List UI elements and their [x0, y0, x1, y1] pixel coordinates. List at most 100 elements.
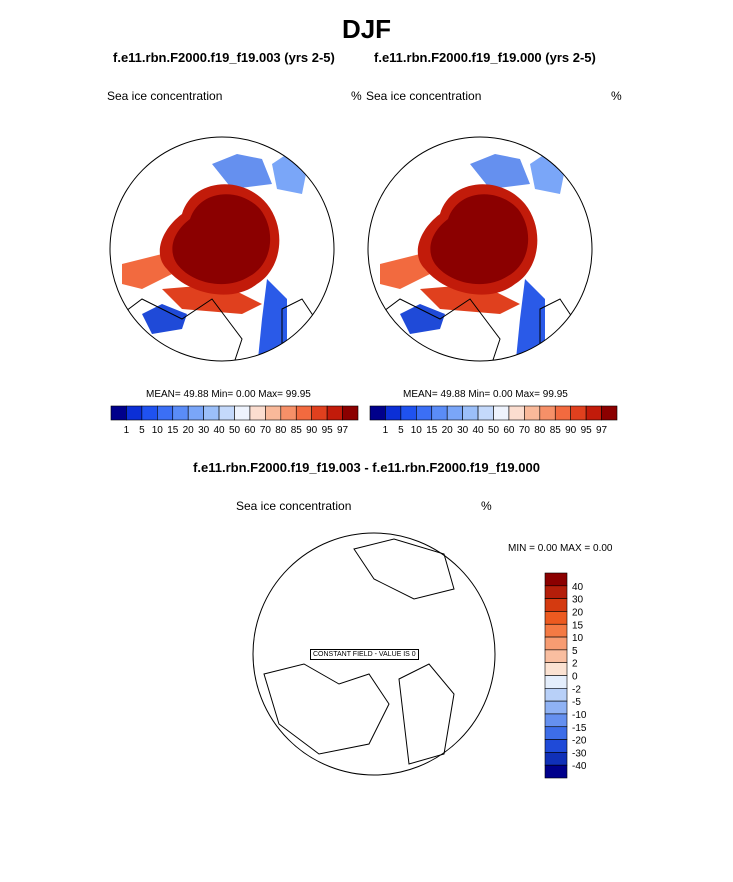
ice-region [122, 254, 172, 289]
colorbar-box [295, 405, 312, 421]
colorbar-tick-label: 30 [457, 425, 469, 436]
colorbar-box [369, 405, 386, 421]
colorbar-box [508, 405, 525, 421]
colorbar-tick-label: 80 [275, 425, 287, 436]
pack-ice-core [430, 194, 529, 285]
colorbar-box [544, 688, 568, 702]
colorbar-tick-label: 50 [229, 425, 241, 436]
land-outline [263, 663, 390, 755]
colorbar-tick-label: -2 [572, 684, 581, 695]
left-colorbar: 1 5 10 15 20 30 40 50 60 70 80 85 90 95 97 [110, 405, 359, 436]
colorbar-box [544, 649, 568, 663]
colorbar-tick-label: 85 [550, 425, 562, 436]
colorbar-box [544, 636, 568, 651]
colorbar-box [544, 585, 568, 599]
colorbar-box [544, 598, 568, 612]
colorbar-tick-label: 85 [291, 425, 303, 436]
colorbar-tick-label: 10 [572, 633, 584, 644]
colorbar-tick-label: 15 [572, 620, 584, 631]
colorbar-tick-label: 80 [534, 425, 546, 436]
right-sea-ice-map [367, 136, 593, 362]
sea-ice-field [110, 154, 323, 361]
colorbar-box [234, 405, 251, 421]
colorbar-box [493, 405, 510, 421]
difference-panel-units-label: % [481, 499, 492, 513]
colorbar-box [477, 405, 494, 421]
colorbar-tick-label: -20 [572, 736, 587, 747]
colorbar-tick-label: 1 [124, 425, 130, 436]
colorbar-box [416, 405, 433, 421]
marginal-ice-band [470, 154, 530, 189]
marginal-ice-band [212, 154, 272, 189]
colorbar-tick-label: 20 [442, 425, 454, 436]
colorbar-box [544, 623, 568, 638]
left-panel-units-label: % [351, 89, 362, 103]
colorbar-tick-label: 30 [198, 425, 210, 436]
page-title: DJF [341, 14, 392, 44]
colorbar-box [570, 405, 587, 421]
colorbar-tick-label: 90 [565, 425, 577, 436]
colorbar-box [544, 700, 568, 715]
colorbar-box [544, 675, 568, 689]
colorbar-box [157, 405, 174, 421]
colorbar-tick-label: 15 [426, 425, 438, 436]
colorbar-box [554, 405, 571, 421]
colorbar-tick-label: 40 [214, 425, 226, 436]
constant-field-note: CONSTANT FIELD - VALUE IS 0 [310, 649, 419, 660]
land-outline [353, 538, 455, 600]
colorbar-tick-label: 2 [572, 659, 578, 670]
colorbar-box [187, 405, 204, 421]
colorbar-box [462, 405, 479, 421]
colorbar-box [265, 405, 282, 421]
difference-panel-title: f.e11.rbn.F2000.f19_f19.003 - f.e11.rbn.… [193, 460, 540, 475]
colorbar-box [126, 405, 143, 421]
colorbar-box [585, 405, 602, 421]
ice-region [380, 254, 430, 289]
colorbar-tick-label: -40 [572, 761, 587, 772]
land-outline [368, 298, 501, 361]
left-sea-ice-map [109, 136, 335, 362]
colorbar-tick-label: 10 [411, 425, 423, 436]
colorbar-tick-label: 95 [322, 425, 334, 436]
left-panel-variable-label: Sea ice concentration [107, 89, 223, 103]
colorbar-box [431, 405, 448, 421]
right-panel-stats: MEAN= 49.88 Min= 0.00 Max= 99.95 [403, 389, 568, 400]
colorbar-box [601, 405, 618, 421]
colorbar-box [326, 405, 343, 421]
colorbar-box [544, 752, 568, 766]
colorbar-tick-label: 60 [244, 425, 256, 436]
colorbar-tick-label: 50 [488, 425, 500, 436]
colorbar-box [280, 405, 297, 421]
left-panel-stats: MEAN= 49.88 Min= 0.00 Max= 99.95 [146, 389, 311, 400]
colorbar-box [203, 405, 220, 421]
colorbar-box [218, 405, 235, 421]
colorbar-box [544, 764, 568, 779]
right-panel-units-label: % [611, 89, 622, 103]
colorbar-tick-label: 90 [306, 425, 318, 436]
colorbar-tick-label: 40 [473, 425, 485, 436]
marginal-ice-band [142, 304, 187, 334]
colorbar-tick-label: 1 [383, 425, 389, 436]
colorbar-tick-label: 15 [167, 425, 179, 436]
colorbar-box [524, 405, 541, 421]
pack-ice-core [172, 194, 271, 285]
colorbar-box [446, 405, 463, 421]
colorbar-box [249, 405, 266, 421]
map-boundary [109, 136, 335, 362]
colorbar-tick-label: 30 [572, 595, 584, 606]
colorbar-box [141, 405, 158, 421]
colorbar-tick-label: 0 [572, 672, 578, 683]
colorbar-box [544, 713, 568, 728]
land-outline [110, 298, 243, 361]
colorbar-box [539, 405, 556, 421]
colorbar-tick-label: 40 [572, 582, 584, 593]
map-boundary [367, 136, 593, 362]
colorbar-tick-label: 70 [260, 425, 272, 436]
colorbar-tick-label: -30 [572, 748, 587, 759]
colorbar-box [400, 405, 417, 421]
colorbar-tick-label: 5 [139, 425, 145, 436]
marginal-ice-band [400, 304, 445, 334]
left-panel-case-title: f.e11.rbn.F2000.f19_f19.003 (yrs 2-5) [113, 50, 335, 65]
